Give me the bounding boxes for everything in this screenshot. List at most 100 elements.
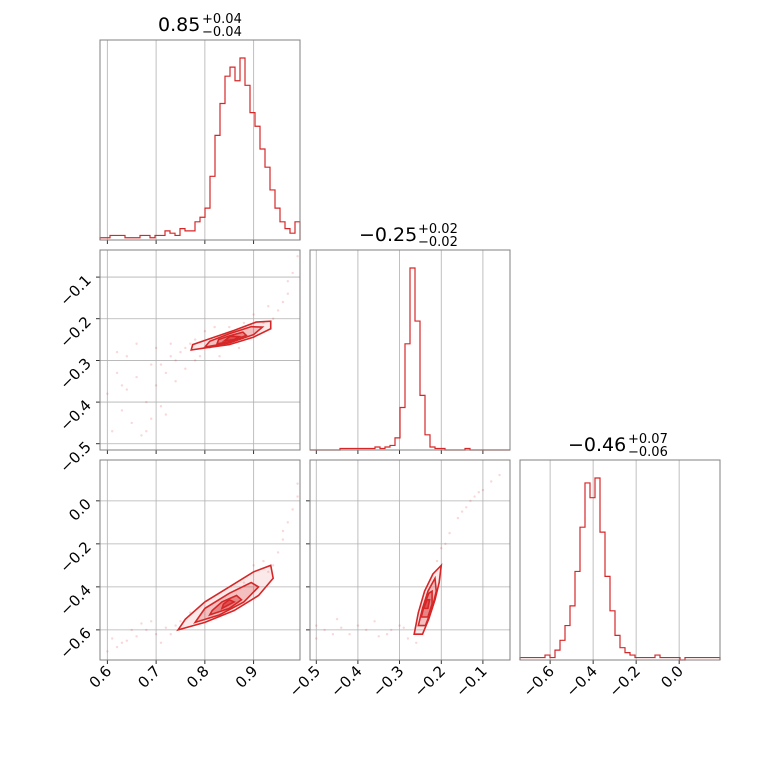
sample-point xyxy=(469,499,472,503)
sample-point xyxy=(174,380,177,383)
sample-point xyxy=(276,309,280,312)
plot-area-2-1 xyxy=(315,473,501,644)
title-minus-2: −0.06 xyxy=(628,445,668,460)
sample-point xyxy=(125,388,129,391)
plot-area-2-0 xyxy=(106,482,299,653)
sample-point xyxy=(335,617,339,621)
ticklabel-y-1-0: −0.5 xyxy=(56,438,94,476)
sample-point xyxy=(169,342,172,345)
sample-point xyxy=(377,635,380,638)
sample-point xyxy=(473,495,476,498)
sample-point xyxy=(159,363,163,366)
sample-point xyxy=(315,637,318,640)
sample-point xyxy=(140,434,143,437)
sample-point xyxy=(169,632,172,636)
sample-point xyxy=(435,559,439,563)
sample-point xyxy=(115,371,119,375)
sample-point xyxy=(490,480,493,483)
ticklabel-x-2-2: −0.2 xyxy=(605,662,643,700)
ticklabel-x-1-1: −0.4 xyxy=(327,662,365,700)
contour-line-1 xyxy=(193,581,260,624)
sample-point xyxy=(340,626,343,629)
contour-line-0 xyxy=(413,563,443,635)
sample-point xyxy=(115,350,119,354)
histogram-0 xyxy=(99,57,301,240)
sample-point xyxy=(448,531,451,535)
sample-point xyxy=(150,620,153,623)
sample-point xyxy=(120,384,124,387)
contour-line-2 xyxy=(208,594,243,617)
sample-point xyxy=(154,346,158,350)
sample-point xyxy=(498,473,501,477)
histogram-1 xyxy=(310,267,510,451)
title-param-0: 0.85 +0.04 −0.04 xyxy=(158,12,242,40)
title-minus-0: −0.04 xyxy=(202,25,242,40)
sample-point xyxy=(130,628,133,632)
sample-point xyxy=(198,355,202,358)
sample-point xyxy=(286,521,290,524)
sample-point xyxy=(110,430,114,433)
ticklabel-y-2-3: 0.0 xyxy=(65,495,95,525)
sample-point xyxy=(213,325,216,329)
panel-1-1 xyxy=(309,249,511,454)
sample-point xyxy=(135,635,138,638)
ticklabel-y-2-1: −0.4 xyxy=(56,581,94,619)
sample-point xyxy=(184,367,187,370)
frame-2-1 xyxy=(309,459,511,661)
sample-point xyxy=(115,645,119,649)
ticklabel-x-0-1: 0.7 xyxy=(134,662,164,692)
ticklabel-x-0-3: 0.9 xyxy=(232,662,262,692)
frame-1-1 xyxy=(309,249,511,451)
title-value-2: −0.46 xyxy=(568,434,626,456)
panel-1-0: −0.5 −0.4−0.3 −0.2 −0.1 xyxy=(56,249,301,476)
ticklabel-x-0-2: 0.8 xyxy=(183,662,213,692)
panel-2-0: 0.6 0.7 0.8 0.9 −0.6 −0.4 −0.2 0.0 xyxy=(56,459,301,692)
sample-point xyxy=(218,355,221,358)
title-value-1: −0.25 xyxy=(359,224,417,246)
title-plus-2: +0.07 xyxy=(628,432,668,447)
sample-point xyxy=(154,384,158,387)
sample-point xyxy=(120,409,124,412)
sample-point xyxy=(110,637,114,640)
sample-point xyxy=(296,255,299,258)
ticklabel-x-1-4: −0.1 xyxy=(452,662,490,700)
sample-point xyxy=(385,632,389,636)
contour-line-2 xyxy=(215,331,248,345)
sample-point xyxy=(348,632,351,636)
ticklabel-y-2-0: −0.6 xyxy=(56,624,94,662)
ticklabel-x-1-2: −0.3 xyxy=(369,662,407,700)
sample-point xyxy=(184,346,187,350)
sample-point xyxy=(415,641,418,644)
sample-point xyxy=(120,641,124,644)
sample-point xyxy=(281,529,285,533)
sample-point xyxy=(106,392,109,395)
sample-point xyxy=(145,400,148,404)
ticklabel-x-0-0: 0.6 xyxy=(86,662,116,692)
sample-point xyxy=(271,317,275,320)
sample-point xyxy=(286,292,290,295)
ticklabel-x-1-3: −0.2 xyxy=(411,662,449,700)
sample-point xyxy=(390,628,393,632)
sample-point xyxy=(323,628,326,632)
sample-point xyxy=(440,546,443,550)
sample-point xyxy=(135,375,138,379)
sample-point xyxy=(406,637,410,640)
sample-point xyxy=(130,421,133,425)
plot-area-1-0 xyxy=(106,255,299,437)
contour-line-0 xyxy=(176,564,275,632)
sample-point xyxy=(281,300,285,304)
sample-point xyxy=(444,542,447,546)
ticklabel-x-2-3: 0.0 xyxy=(657,662,687,692)
sample-point xyxy=(365,628,368,632)
histogram-2 xyxy=(519,477,721,661)
ticklabel-x-1-0: −0.5 xyxy=(286,662,324,700)
frame-2-0 xyxy=(99,459,301,661)
sample-point xyxy=(174,359,177,362)
sample-point xyxy=(154,632,158,636)
title-minus-1: −0.02 xyxy=(418,235,458,250)
sample-point xyxy=(159,405,163,408)
sample-point xyxy=(267,570,270,574)
frame-1-0 xyxy=(99,249,301,451)
sample-point xyxy=(174,624,177,627)
